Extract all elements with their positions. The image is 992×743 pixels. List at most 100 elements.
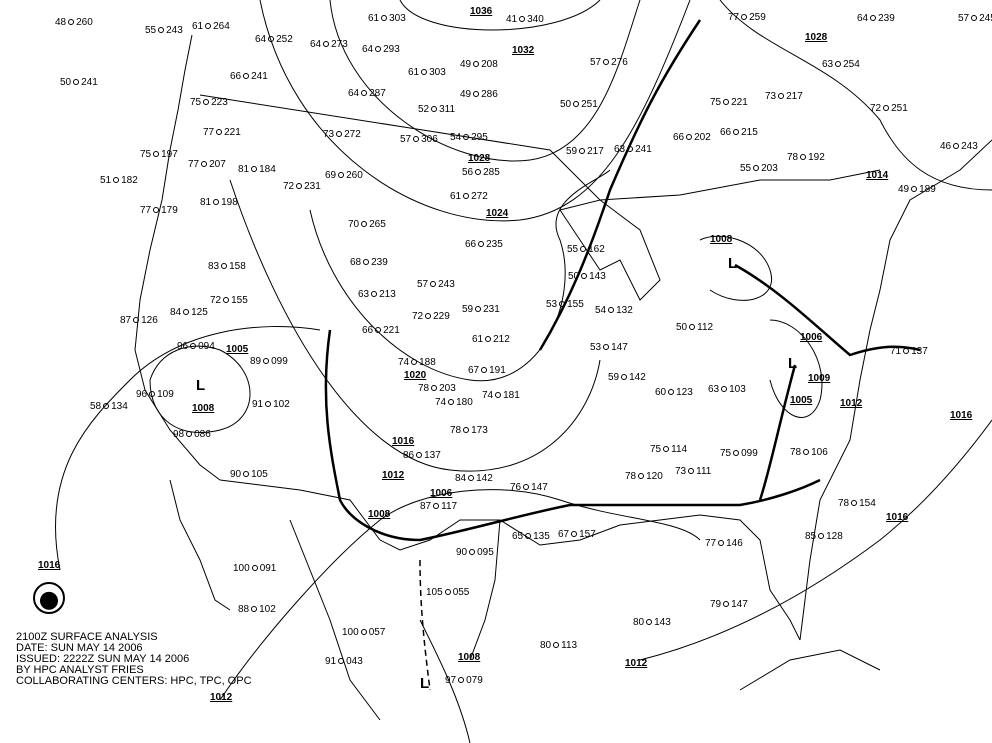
station-temperature: 67 [558,529,570,540]
station-pressure: 223 [211,97,228,108]
station-plot: 96 094 [177,342,215,352]
station-circle-icon [113,177,120,184]
station-circle-icon [473,61,480,68]
isobar [639,419,992,661]
station-plot: 60 123 [655,388,693,398]
station-circle-icon [579,148,586,155]
station-circle-icon [553,642,560,649]
station-pressure: 208 [481,59,498,70]
station-plot: 57 306 [400,135,438,145]
station-plot: 57 276 [590,58,628,68]
station-circle-icon [416,452,423,459]
station-plot: 71 137 [890,347,928,357]
station-plot: 61 272 [450,192,488,202]
station-plot: 75 197 [140,150,178,160]
station-temperature: 72 [210,295,222,306]
station-plot: 77 221 [203,128,241,138]
isobar-label: 1012 [625,658,648,669]
isobar [219,489,701,701]
station-pressure: 057 [368,627,386,638]
station-plot: 59 142 [608,373,646,383]
isobar-label: 1012 [840,398,863,409]
station-plot: 77 179 [140,206,178,216]
station-temperature: 66 [230,71,242,82]
station-circle-icon [580,246,587,253]
station-plot: 63 213 [358,290,396,300]
station-temperature: 78 [790,447,802,458]
station-pressure: 276 [611,57,628,68]
station-plot: 80 143 [633,618,671,628]
station-plot: 49 208 [460,60,498,70]
station-circle-icon [338,658,345,665]
station-pressure: 273 [331,39,348,50]
station-pressure: 243 [961,141,978,152]
station-plot: 55 203 [740,164,778,174]
station-temperature: 74 [482,390,494,401]
station-plot: 57 245 [958,14,992,24]
station-temperature: 78 [787,152,799,163]
station-plot: 53 155 [546,300,584,310]
station-plot: 64 252 [255,35,293,45]
isobar-label: 1024 [486,208,509,219]
station-pressure: 142 [629,372,646,383]
station-pressure: 217 [786,91,803,102]
station-circle-icon [733,129,740,136]
station-plot: 54 132 [595,306,633,316]
station-circle-icon [158,27,165,34]
isobar [55,326,321,571]
isobar [329,0,641,162]
station-temperature: 84 [455,473,467,484]
station-temperature: 59 [566,146,578,157]
station-pressure: 212 [493,334,510,345]
station-pressure: 303 [389,13,406,24]
station-temperature: 73 [323,129,335,140]
station-temperature: 69 [325,170,337,181]
station-temperature: 76 [510,482,522,493]
station-plot: 48 260 [55,18,93,28]
station-circle-icon [431,106,438,113]
station-circle-icon [153,207,160,214]
station-circle-icon [478,241,485,248]
station-circle-icon [571,531,578,538]
station-temperature: 50 [568,271,580,282]
station-plot: 52 311 [418,105,455,115]
station-pressure: 259 [749,12,766,23]
station-circle-icon [903,348,910,355]
station-pressure: 293 [383,44,400,55]
station-pressure: 295 [471,132,488,143]
station-plot: 84 125 [170,308,208,318]
station-circle-icon [883,105,890,112]
station-pressure: 155 [567,299,584,310]
station-plot: 91 102 [252,400,290,410]
station-temperature: 59 [608,372,620,383]
cold-front-east [758,364,797,501]
station-circle-icon [411,359,418,366]
station-temperature: 77 [203,127,215,138]
station-pressure: 111 [696,466,712,477]
station-pressure: 043 [346,656,363,667]
station-circle-icon [425,313,432,320]
station-plot: 73 111 [675,467,711,477]
station-circle-icon [733,450,740,457]
station-circle-icon [663,446,670,453]
station-temperature: 57 [958,13,970,24]
station-circle-icon [243,73,250,80]
station-pressure: 055 [452,587,470,598]
station-temperature: 78 [625,471,637,482]
station-plot: 74 181 [482,391,520,401]
noaa-logo [33,582,65,614]
low-pressure-center: L [196,377,206,394]
station-plot: 72 251 [870,104,908,114]
station-plot: 72 155 [210,296,248,306]
isobar-label: 1036 [470,6,493,17]
station-pressure: 123 [676,387,693,398]
station-circle-icon [603,59,610,66]
station-circle-icon [183,309,190,316]
station-pressure: 303 [429,67,446,78]
station-plot: 50 241 [60,78,98,88]
station-plot: 100 057 [342,628,385,638]
station-temperature: 85 [805,531,817,542]
station-plot: 87 126 [120,316,158,326]
station-temperature: 63 [358,289,370,300]
station-plot: 88 102 [238,605,276,615]
